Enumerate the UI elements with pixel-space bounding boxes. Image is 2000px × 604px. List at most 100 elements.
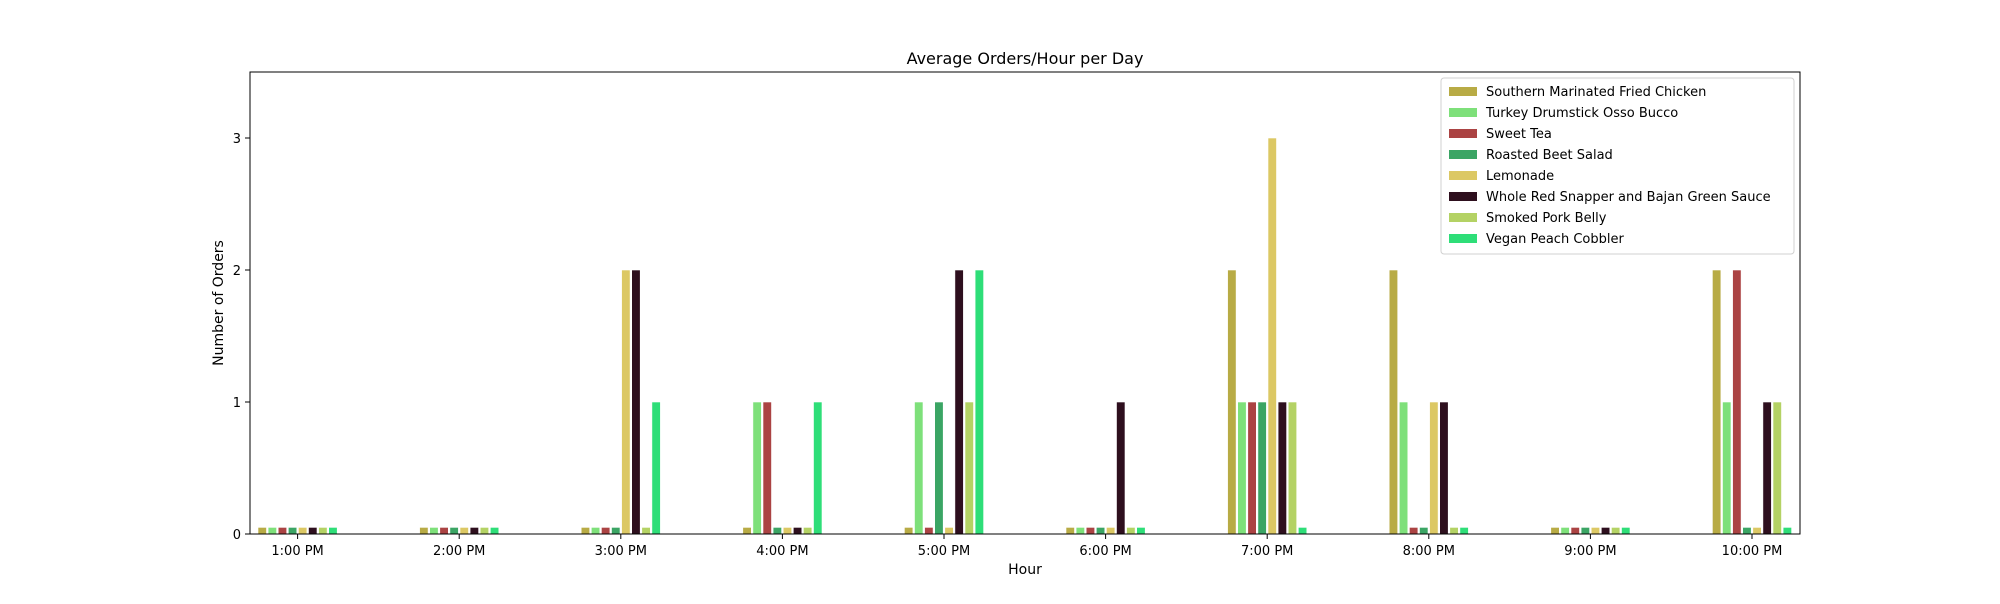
bar [1772, 401, 1782, 535]
x-tick-label: 4:00 PM [756, 544, 808, 559]
bar [924, 527, 934, 535]
bar [651, 401, 661, 535]
bar [964, 401, 974, 535]
bar [449, 527, 459, 535]
bar [1570, 527, 1580, 535]
bar [1712, 269, 1722, 535]
bar [803, 527, 813, 535]
bar [1065, 527, 1075, 535]
x-tick-label: 1:00 PM [271, 544, 323, 559]
chart-title: Average Orders/Hour per Day [907, 49, 1144, 68]
bar [257, 527, 267, 535]
legend-box [1440, 77, 1795, 255]
bar [479, 527, 490, 535]
bar [328, 527, 338, 535]
bar [1611, 527, 1621, 535]
bar [1782, 527, 1792, 535]
x-tick-label: 7:00 PM [1241, 544, 1293, 559]
x-tick-label: 6:00 PM [1079, 544, 1131, 559]
bar [1106, 527, 1116, 535]
bar [419, 527, 429, 535]
plot-frame [249, 71, 1801, 535]
bar [813, 401, 823, 535]
bar [1601, 527, 1611, 535]
legend-label: Lemonade [1486, 169, 1554, 184]
bar [1560, 527, 1570, 535]
bar [934, 401, 944, 535]
y-tick-label: 1 [233, 396, 241, 411]
bar [1298, 527, 1308, 535]
bars-layer [257, 137, 1792, 535]
bar [1419, 527, 1429, 535]
legend-label: Smoked Pork Belly [1486, 211, 1607, 226]
bar [1550, 527, 1560, 535]
x-tick-label: 9:00 PM [1564, 544, 1616, 559]
bar [611, 527, 621, 535]
bar [1449, 527, 1459, 535]
bar [1085, 527, 1095, 535]
bar [974, 269, 984, 535]
y-axis-label: Number of Orders [211, 240, 227, 366]
legend-swatch [1449, 129, 1477, 138]
bar [1257, 401, 1267, 535]
bar [621, 269, 631, 535]
x-tick-label: 2:00 PM [433, 544, 485, 559]
legend-swatch [1449, 108, 1477, 117]
bar [762, 401, 772, 535]
x-tick-label: 5:00 PM [918, 544, 970, 559]
bar [1237, 401, 1247, 535]
bar [1590, 527, 1600, 535]
bar [1247, 401, 1257, 535]
bar [318, 527, 328, 535]
bar [287, 527, 298, 535]
legend-swatch [1449, 234, 1477, 243]
x-tick-label: 3:00 PM [595, 544, 647, 559]
bar [267, 527, 277, 535]
bar [1399, 401, 1409, 535]
bar [631, 269, 641, 535]
x-axis-label: Hour [1008, 562, 1042, 578]
bar [1409, 527, 1419, 535]
legend-swatch [1449, 213, 1477, 222]
bar [792, 527, 803, 535]
bar [580, 527, 591, 535]
bar [782, 527, 793, 535]
x-tick-label: 8:00 PM [1403, 544, 1455, 559]
bar [298, 527, 308, 535]
bar [489, 527, 500, 535]
bar [1136, 527, 1146, 535]
x-axis: 1:00 PM 2:00 PM 3:00 PM 4:00 PM 5:00 PM 6:00 … [271, 534, 1782, 559]
bar [1752, 527, 1762, 535]
bar [439, 527, 449, 535]
bar [954, 269, 964, 535]
bar [904, 527, 914, 535]
y-tick-label: 3 [233, 132, 241, 147]
legend-label: Turkey Drumstick Osso Bucco [1485, 106, 1678, 121]
legend-label: Sweet Tea [1486, 127, 1552, 142]
bar [1621, 527, 1631, 535]
bar [459, 527, 469, 535]
bar [914, 401, 924, 535]
bar [1287, 401, 1297, 535]
x-tick-label: 10:00 PM [1722, 544, 1783, 559]
bar [1459, 527, 1469, 535]
bar [1116, 401, 1126, 535]
legend: Southern Marinated Fried Chicken Turkey D… [1440, 77, 1795, 255]
bar [1388, 269, 1398, 535]
bar [1096, 527, 1106, 535]
bar [590, 527, 601, 535]
bar [308, 527, 318, 535]
bar [1439, 401, 1449, 535]
bar [772, 527, 782, 535]
legend-swatch [1449, 150, 1477, 159]
bar [944, 527, 954, 535]
bar [469, 527, 479, 535]
legend-label: Southern Marinated Fried Chicken [1486, 85, 1706, 100]
bar [1429, 401, 1439, 535]
legend-label: Roasted Beet Salad [1486, 148, 1613, 163]
legend-swatch [1449, 87, 1477, 96]
y-tick-label: 0 [233, 528, 241, 543]
bar [1277, 401, 1287, 535]
bar [1732, 269, 1742, 535]
